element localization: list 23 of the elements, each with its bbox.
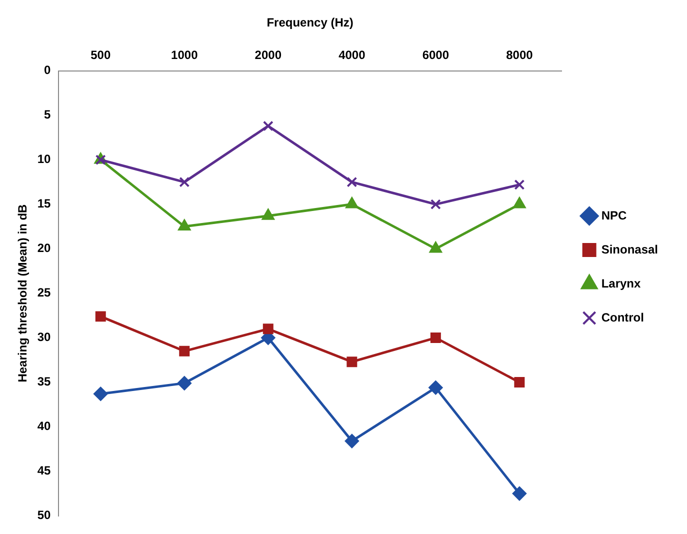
legend-label: Sinonasal [601, 242, 658, 256]
y-tick-label: 20 [37, 241, 52, 256]
y-tick-label: 15 [37, 196, 52, 211]
legend-label: Control [601, 310, 644, 324]
x-tick-label: 4000 [338, 48, 366, 62]
y-tick-label: 40 [37, 419, 52, 434]
y-tick-label: 0 [44, 63, 52, 78]
x-tick-label: 500 [90, 48, 111, 62]
x-tick-label: 6000 [422, 48, 450, 62]
legend-label: NPC [601, 208, 627, 222]
y-tick-label: 5 [44, 108, 52, 122]
y-tick-label: 25 [37, 286, 52, 300]
y-tick-label: 30 [37, 330, 52, 344]
x-tick-label: 2000 [254, 48, 282, 62]
x-tick-label: 1000 [171, 48, 198, 62]
legend-label: Larynx [601, 276, 641, 290]
y-axis-title: Hearing threshold (Mean) in dB [16, 204, 30, 382]
x-axis-title: Frequency (Hz) [266, 16, 354, 30]
y-tick-label: 10 [37, 152, 52, 166]
y-tick-label: 45 [37, 464, 52, 478]
x-tick-label: 8000 [506, 48, 534, 62]
y-tick-label: 35 [37, 374, 52, 389]
y-tick-label: 50 [37, 508, 52, 522]
